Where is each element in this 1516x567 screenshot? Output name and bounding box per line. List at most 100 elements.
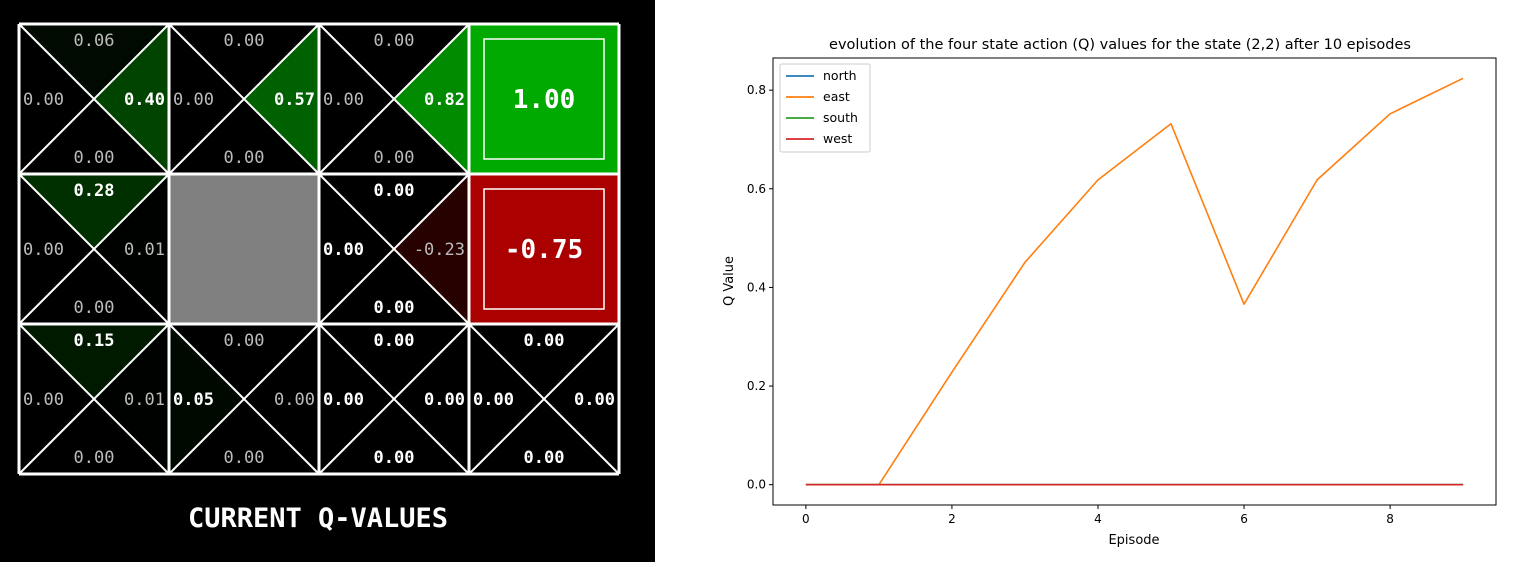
triangle-east [244,24,319,174]
grid-cell-0-0: 0.06 0.40 0.00 0.00 [18,23,170,175]
triangle-north [19,174,169,249]
q-value-grid: 0.06 0.40 0.00 0.00 0.00 0.57 0.00 0.00 0.00 0.82… [17,22,621,534]
terminal-cell-fill [469,174,619,324]
q-value-south: 0.00 [374,298,415,318]
triangle-south [169,399,319,474]
triangle-north [319,24,469,99]
x-tick-label: 8 [1386,512,1394,526]
diagonal-line [18,23,170,175]
triangle-east [94,174,169,324]
q-value-west: 0.00 [23,90,64,110]
q-value-east: 0.01 [124,390,165,410]
triangle-east [394,174,469,324]
x-tick-label: 2 [948,512,956,526]
triangle-east [394,24,469,174]
diagonal-line [18,323,170,475]
series-line-east [805,77,1464,486]
grid-cell-2-0: 0.15 0.01 0.00 0.00 [18,323,170,475]
triangle-north [319,324,469,399]
grid-cell-2-2: 0.00 0.00 0.00 0.00 [318,323,470,475]
y-tick-label: 0.6 [747,182,766,196]
q-value-east: 0.57 [274,90,315,110]
triangle-north [469,324,619,399]
grid-cell-2-3: 0.00 0.00 0.00 0.00 [468,323,620,475]
triangle-north [19,324,169,399]
triangle-south [19,249,169,324]
triangle-west [19,324,94,474]
plot-frame [772,57,1497,506]
chart-panel: evolution of the four state action (Q) v… [655,0,1516,562]
terminal-value: -0.75 [505,235,583,265]
triangle-east [544,324,619,474]
grid-cell-2-1: 0.00 0.00 0.00 0.05 [168,323,320,475]
q-value-north: 0.00 [374,181,415,201]
diagonal-line [168,23,320,175]
diagonal-line [168,323,320,475]
triangle-east [244,324,319,474]
legend-box [779,63,871,153]
q-value-south: 0.00 [224,448,265,468]
triangle-west [319,174,394,324]
triangle-east [394,324,469,474]
q-value-south: 0.00 [374,448,415,468]
triangle-west [469,324,544,474]
q-value-east: 0.40 [124,90,165,110]
y-tick-label: 0.0 [747,478,766,492]
diagonal-line [318,173,470,325]
triangle-north [169,24,319,99]
grid-cell-0-2: 0.00 0.82 0.00 0.00 [318,23,470,175]
q-value-east: 0.00 [274,390,315,410]
q-value-west: 0.00 [323,90,364,110]
triangle-west [19,24,94,174]
legend-label-south: south [823,110,858,125]
x-axis-label: Episode [1108,533,1159,548]
q-value-north: 0.00 [224,331,265,351]
q-value-west: 0.00 [173,90,214,110]
triangle-west [319,24,394,174]
triangle-west [19,174,94,324]
triangle-south [169,99,319,174]
grid-cell-1-2: 0.00 -0.23 0.00 0.00 [318,173,470,325]
terminal-inner-box [483,188,605,310]
q-value-west: 0.00 [473,390,514,410]
terminal-inner-box [483,38,605,160]
grid-caption: CURRENT Q-VALUES [188,503,448,534]
triangle-south [319,99,469,174]
triangle-south [469,399,619,474]
q-value-west: 0.05 [173,390,214,410]
triangle-west [169,24,244,174]
triangle-west [169,324,244,474]
q-value-south: 0.00 [224,148,265,168]
triangle-north [319,174,469,249]
q-value-north: 0.06 [74,31,115,51]
triangle-north [19,24,169,99]
q-value-east: -0.23 [414,240,465,260]
q-value-south: 0.00 [374,148,415,168]
chart-title: evolution of the four state action (Q) v… [829,37,1411,53]
q-value-west: 0.00 [323,240,364,260]
diagonal-line [468,323,620,475]
grid-cell-1-0: 0.28 0.01 0.00 0.00 [18,173,170,325]
triangle-east [94,324,169,474]
diagonal-line [18,173,170,325]
q-value-east: 0.82 [424,90,465,110]
grid-cell-0-3: 1.00 [469,24,619,174]
y-tick-label: 0.4 [747,280,766,294]
q-value-south: 0.00 [74,298,115,318]
q-value-east: 0.01 [124,240,165,260]
q-value-south: 0.00 [74,448,115,468]
q-value-north: 0.00 [374,31,415,51]
x-tick-label: 4 [1094,512,1102,526]
diagonal-line [318,23,470,175]
y-tick-label: 0.2 [747,379,766,393]
x-tick-label: 0 [802,512,810,526]
q-value-west: 0.00 [23,240,64,260]
q-value-east: 0.00 [574,390,615,410]
grid-cell-1-3: -0.75 [469,174,619,324]
diagonal-line [318,323,470,475]
x-tick-label: 6 [1240,512,1248,526]
triangle-east [94,24,169,174]
legend-label-east: east [823,89,850,104]
legend-label-west: west [823,131,852,146]
q-value-east: 0.00 [424,390,465,410]
